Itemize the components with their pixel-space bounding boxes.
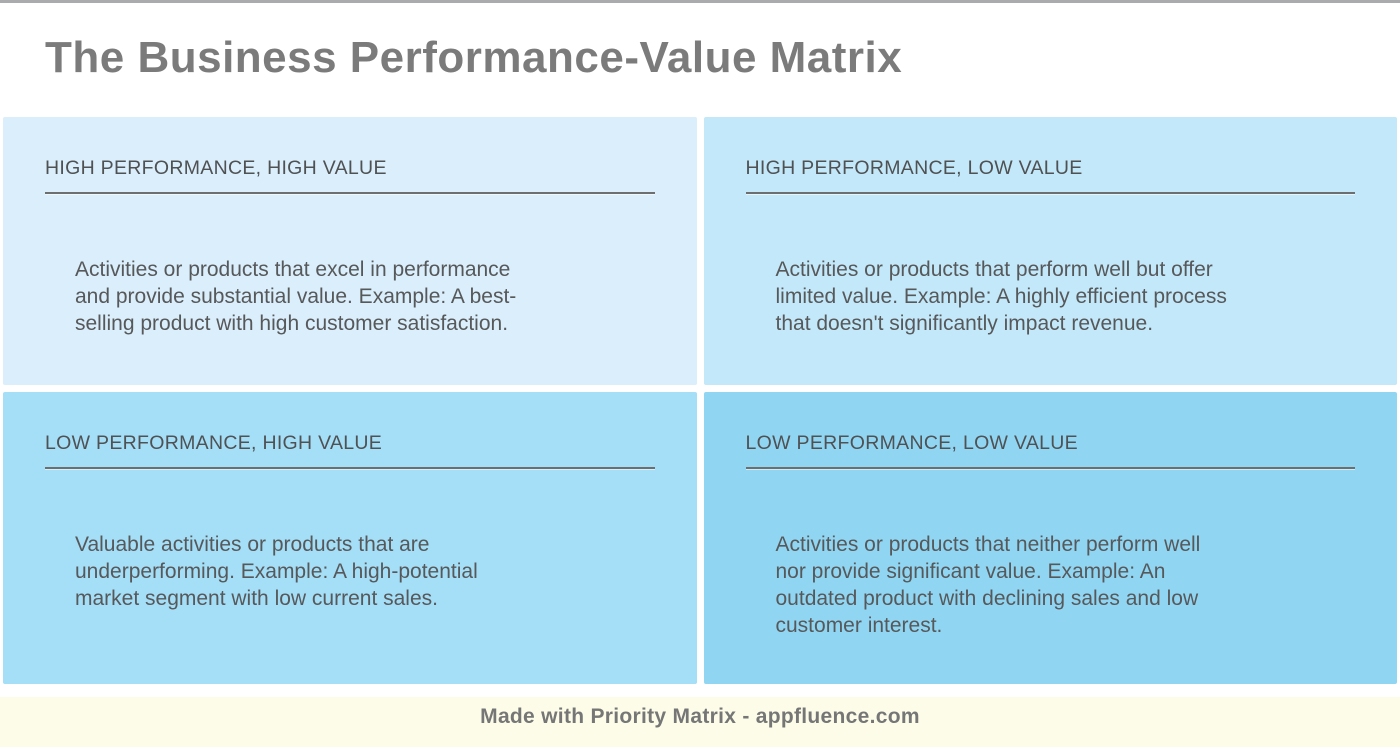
quadrant-description: Activities or products that neither perf… [775,533,1201,637]
matrix-grid: HIGH PERFORMANCE, HIGH VALUE Activities … [3,117,1397,684]
quadrant-description: Valuable activities or products that are… [75,533,478,610]
quadrant-title: HIGH PERFORMANCE, HIGH VALUE [45,157,655,194]
quadrant-title: LOW PERFORMANCE, HIGH VALUE [45,432,655,469]
title-bar: The Business Performance-Value Matrix [0,3,1400,117]
quadrant-description: Activities or products that perform well… [775,258,1227,335]
footer-credit-text: Made with Priority Matrix - appfluence.c… [480,705,920,728]
quadrant-high-performance-high-value: HIGH PERFORMANCE, HIGH VALUE Activities … [3,117,697,385]
footer: Made with Priority Matrix - appfluence.c… [0,697,1400,747]
quadrant-low-performance-high-value: LOW PERFORMANCE, HIGH VALUE Valuable act… [3,392,697,684]
page-title: The Business Performance-Value Matrix [45,33,903,82]
quadrant-high-performance-low-value: HIGH PERFORMANCE, LOW VALUE Activities o… [703,117,1397,385]
quadrant-title: HIGH PERFORMANCE, LOW VALUE [745,157,1355,194]
quadrant-description: Activities or products that excel in per… [75,258,517,335]
quadrant-title: LOW PERFORMANCE, LOW VALUE [745,432,1355,469]
quadrant-low-performance-low-value: LOW PERFORMANCE, LOW VALUE Activities or… [703,392,1397,684]
